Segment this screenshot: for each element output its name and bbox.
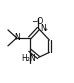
Text: −O: −O [32,17,44,26]
Text: N: N [40,24,46,33]
Text: H₂N: H₂N [22,54,36,63]
Text: N: N [14,33,20,42]
Text: +: + [43,27,47,32]
